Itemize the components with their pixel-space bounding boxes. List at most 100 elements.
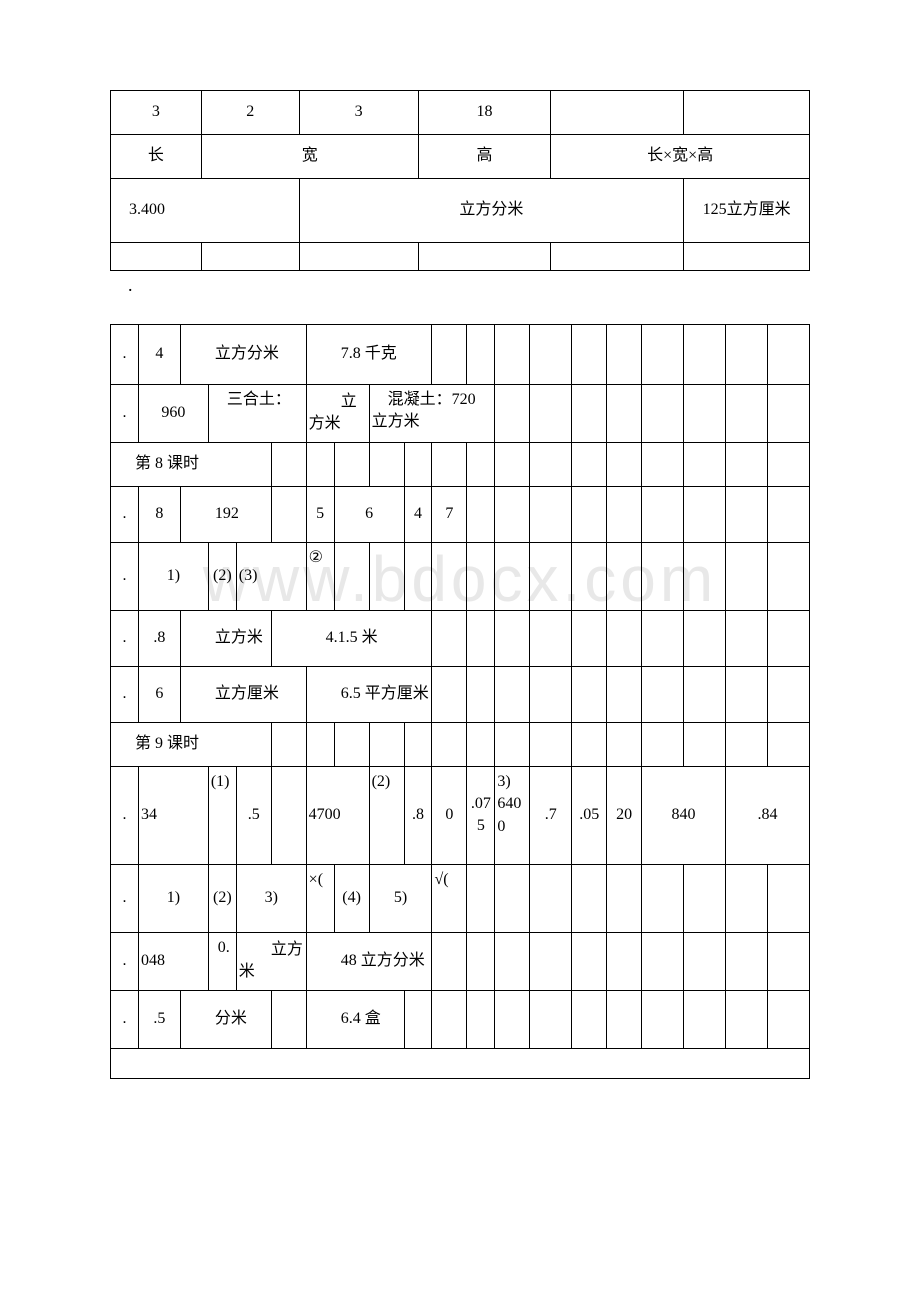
- t2-r10c9: [530, 990, 572, 1048]
- l9-c3: [334, 722, 369, 766]
- t2-r9c12: [642, 932, 684, 990]
- t1-r3c1: 3.400: [111, 179, 300, 243]
- l9-c6: [432, 722, 467, 766]
- t2-r7c13: 20: [607, 766, 642, 864]
- t2-r4c7: [369, 542, 404, 610]
- t2-r4c1: .: [111, 542, 139, 610]
- t2-r7c10: 3) 6400: [495, 766, 530, 864]
- t2-r3c1: .: [111, 486, 139, 542]
- table-1: 3 2 3 18 长 宽 高 长×宽×高 3.400 立方分米 125立方厘米: [110, 90, 810, 271]
- t2-r8c3: (2): [208, 864, 236, 932]
- t2-r6c14: [767, 666, 809, 722]
- page-content: 3 2 3 18 长 宽 高 长×宽×高 3.400 立方分米 125立方厘米 …: [110, 90, 810, 1079]
- l9-c1: [271, 722, 306, 766]
- t1-r1c6: [684, 91, 810, 135]
- t2-r8c7: 5): [369, 864, 432, 932]
- t2-r1c4: 7.8 千克: [306, 325, 432, 385]
- t2-r1c7: [495, 325, 530, 385]
- t2-r2c6: [495, 385, 530, 443]
- t2-r7c7: .8: [404, 766, 432, 864]
- t2-r2c8: [572, 385, 607, 443]
- t2-r1c14: [767, 325, 809, 385]
- t2-r6c5: [432, 666, 467, 722]
- t1-r2c2: 宽: [201, 135, 418, 179]
- t2-r1c9: [572, 325, 607, 385]
- t2-r7c9: .075: [467, 766, 495, 864]
- t1-r3c3: 125立方厘米: [684, 179, 810, 243]
- t2-r9c5: 48 立方分米: [306, 932, 432, 990]
- t2-r4c6: [334, 542, 369, 610]
- t2-r8c4: 3): [236, 864, 306, 932]
- l8-c1: [271, 442, 306, 486]
- lesson-8-header: 第 8 课时: [111, 442, 272, 486]
- t2-r6c6: [467, 666, 495, 722]
- t2-r7c5a: [271, 766, 306, 864]
- l8-c11: [607, 442, 642, 486]
- t2-r2c3: 三合土：: [208, 385, 306, 443]
- t1-r1c5: [551, 91, 684, 135]
- t2-r9c3: 0.: [208, 932, 236, 990]
- t2-r4c18: [767, 542, 809, 610]
- l9-c2: [306, 722, 334, 766]
- t2-r1c1: .: [111, 325, 139, 385]
- t2-r7c3: (1): [208, 766, 236, 864]
- t2-r1c6: [467, 325, 495, 385]
- t2-r7c4: .5: [236, 766, 271, 864]
- t2-r3c8: 7: [432, 486, 467, 542]
- t2-r8c1: .: [111, 864, 139, 932]
- l9-c7: [467, 722, 495, 766]
- t2-r9c1: .: [111, 932, 139, 990]
- t2-r2c13: [767, 385, 809, 443]
- t2-r8c11: [530, 864, 572, 932]
- t2-r5c5: [432, 610, 467, 666]
- t2-r4c8: [404, 542, 432, 610]
- t2-r2c5: 混凝土：720 立方米: [369, 385, 495, 443]
- t2-r10c8: [495, 990, 530, 1048]
- t2-r8c8: √(: [432, 864, 467, 932]
- t2-r8c13: [607, 864, 642, 932]
- t2-r5c13: [725, 610, 767, 666]
- t2-r10c14: [725, 990, 767, 1048]
- t2-r8c17: [767, 864, 809, 932]
- t2-r2c4: 立方米: [306, 385, 369, 443]
- l9-c13: [684, 722, 726, 766]
- t1-r1c1: 3: [111, 91, 202, 135]
- t2-r4c16: [684, 542, 726, 610]
- t2-r11: [111, 1048, 810, 1078]
- t1-r4c3: [299, 243, 418, 271]
- t2-r9c14: [725, 932, 767, 990]
- t2-r9c11: [607, 932, 642, 990]
- t2-r6c1: .: [111, 666, 139, 722]
- t2-r5c11: [642, 610, 684, 666]
- t2-r2c12: [725, 385, 767, 443]
- t2-r7c1: .: [111, 766, 139, 864]
- t2-r6c9: [572, 666, 607, 722]
- t2-r4c4: (3): [236, 542, 306, 610]
- t2-r8c15: [684, 864, 726, 932]
- t2-r10sp: [271, 990, 306, 1048]
- t1-r4c2: [201, 243, 299, 271]
- t2-r1c8: [530, 325, 572, 385]
- t2-r10c11: [607, 990, 642, 1048]
- t2-r5c2: .8: [138, 610, 180, 666]
- t2-r4c12: [530, 542, 572, 610]
- t2-r7c12: .05: [572, 766, 607, 864]
- t2-r9c7: [467, 932, 495, 990]
- t2-r9c13: [684, 932, 726, 990]
- t2-r4c3: (2): [208, 542, 236, 610]
- t2-r3c9: [467, 486, 495, 542]
- t2-r5c7: [495, 610, 530, 666]
- t1-r4c4: [418, 243, 551, 271]
- t2-r2c11: [684, 385, 726, 443]
- t2-r3c15: [684, 486, 726, 542]
- t2-r6c8: [530, 666, 572, 722]
- t2-r9c8: [495, 932, 530, 990]
- t2-r8c14: [642, 864, 684, 932]
- t1-r1c3: 3: [299, 91, 418, 135]
- t2-r1c12: [684, 325, 726, 385]
- t1-r2c3: 高: [418, 135, 551, 179]
- t2-r5c12: [684, 610, 726, 666]
- t2-r1c3: 立方分米: [180, 325, 306, 385]
- t2-r3c2: 8: [138, 486, 180, 542]
- l9-c4: [369, 722, 404, 766]
